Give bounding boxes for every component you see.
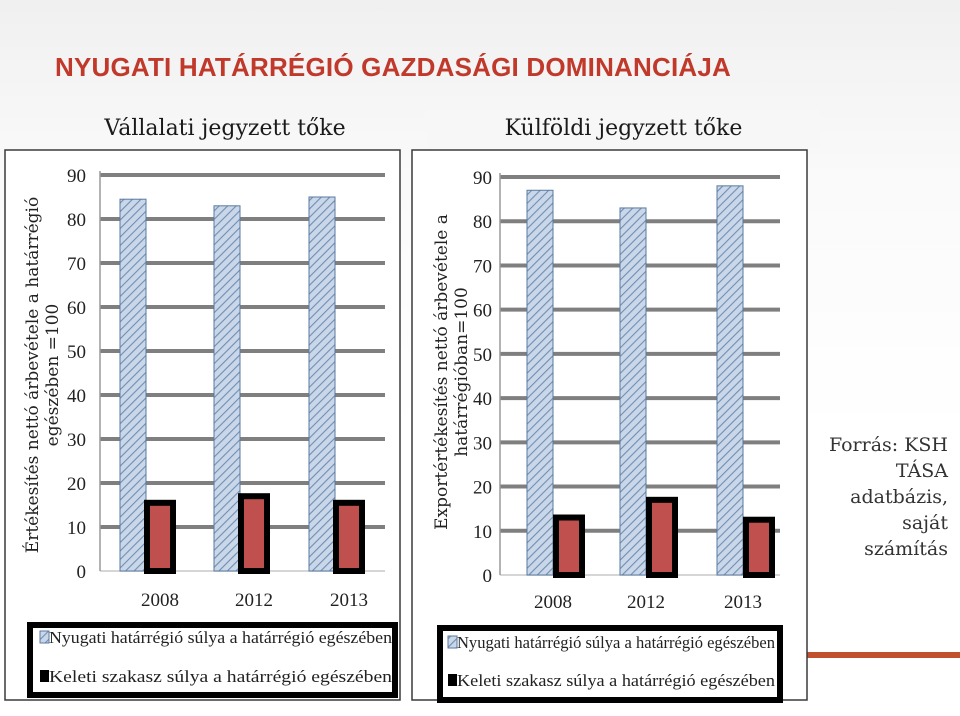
legend-box bbox=[27, 622, 398, 698]
chart-frame bbox=[4, 149, 401, 701]
chart-subtitle-left: Vállalati jegyzett tőke bbox=[104, 116, 346, 141]
x-tick-label: 2013 bbox=[330, 590, 368, 611]
legend-swatch-east bbox=[448, 674, 457, 686]
y-axis-label: határrégióban=100 bbox=[452, 287, 472, 457]
legend-swatch-west bbox=[447, 635, 458, 649]
chart-subtitle-right: Külföldi jegyzett tőke bbox=[427, 110, 820, 148]
y-tick-label: 0 bbox=[483, 566, 493, 587]
bar-east bbox=[333, 499, 365, 574]
y-tick-label: 10 bbox=[67, 518, 86, 539]
y-tick-label: 40 bbox=[473, 389, 492, 410]
bar-west bbox=[213, 205, 241, 572]
y-axis-label: Értékesítés nettó árbevétele a határrégi… bbox=[22, 197, 43, 553]
x-tick-label: 2008 bbox=[141, 590, 179, 611]
legend-swatch-west bbox=[39, 630, 50, 644]
source-line: adatbázis, bbox=[850, 486, 948, 508]
bar-east bbox=[646, 496, 678, 579]
bar-east bbox=[238, 493, 270, 575]
source-line: számítás bbox=[864, 538, 948, 560]
legend-label: Nyugati határrégió súlya a határrégió eg… bbox=[49, 628, 393, 647]
legend-label: Keleti szakasz súlya a határrégió egészé… bbox=[49, 667, 393, 686]
bar-west bbox=[716, 185, 744, 576]
x-tick-label: 2013 bbox=[724, 592, 762, 613]
accent-strip bbox=[800, 652, 960, 658]
legend-swatch-east bbox=[40, 670, 49, 682]
y-tick-label: 20 bbox=[67, 474, 86, 495]
source-line: TÁSA bbox=[895, 460, 948, 482]
bar-west bbox=[119, 198, 147, 572]
y-axis-label: egészében =100 bbox=[43, 304, 63, 447]
legend-box bbox=[437, 625, 783, 703]
slide-title: NYUGATI HATÁRRÉGIÓ GAZDASÁGI DOMINANCIÁJ… bbox=[55, 52, 732, 82]
bar-east bbox=[144, 499, 176, 574]
bar-west bbox=[308, 196, 336, 572]
y-tick-label: 20 bbox=[473, 478, 492, 499]
legend-label: Keleti szakasz súlya a határrégió egészé… bbox=[457, 671, 776, 690]
y-tick-label: 60 bbox=[67, 298, 86, 319]
y-tick-label: 50 bbox=[67, 342, 86, 363]
y-tick-label: 70 bbox=[473, 256, 492, 277]
bar-west bbox=[619, 207, 647, 576]
y-tick-label: 0 bbox=[77, 562, 87, 583]
legend-label: Nyugati határrégió súlya a határrégió eg… bbox=[457, 633, 775, 652]
bar-west bbox=[526, 189, 554, 576]
y-tick-label: 80 bbox=[473, 212, 492, 233]
y-tick-label: 50 bbox=[473, 345, 492, 366]
y-tick-label: 30 bbox=[67, 430, 86, 451]
y-axis-label: Exportértékesítés nettó árbevétele a bbox=[432, 214, 452, 530]
source-line: Forrás: KSH bbox=[828, 434, 948, 456]
x-tick-label: 2008 bbox=[534, 592, 572, 613]
y-tick-label: 90 bbox=[67, 166, 86, 187]
source-note: Forrás: KSH TÁSA adatbázis, saját számít… bbox=[812, 432, 948, 562]
x-tick-label: 2012 bbox=[235, 590, 273, 611]
y-tick-label: 90 bbox=[473, 168, 492, 189]
y-tick-label: 30 bbox=[473, 433, 492, 454]
y-tick-label: 10 bbox=[473, 522, 492, 543]
y-tick-label: 70 bbox=[67, 254, 86, 275]
source-line: saját bbox=[902, 512, 948, 534]
bar-east bbox=[553, 514, 585, 578]
bar-east bbox=[743, 516, 775, 579]
y-tick-label: 40 bbox=[67, 386, 86, 407]
x-tick-label: 2012 bbox=[627, 592, 665, 613]
y-tick-label: 60 bbox=[473, 301, 492, 322]
y-tick-label: 80 bbox=[67, 210, 86, 231]
